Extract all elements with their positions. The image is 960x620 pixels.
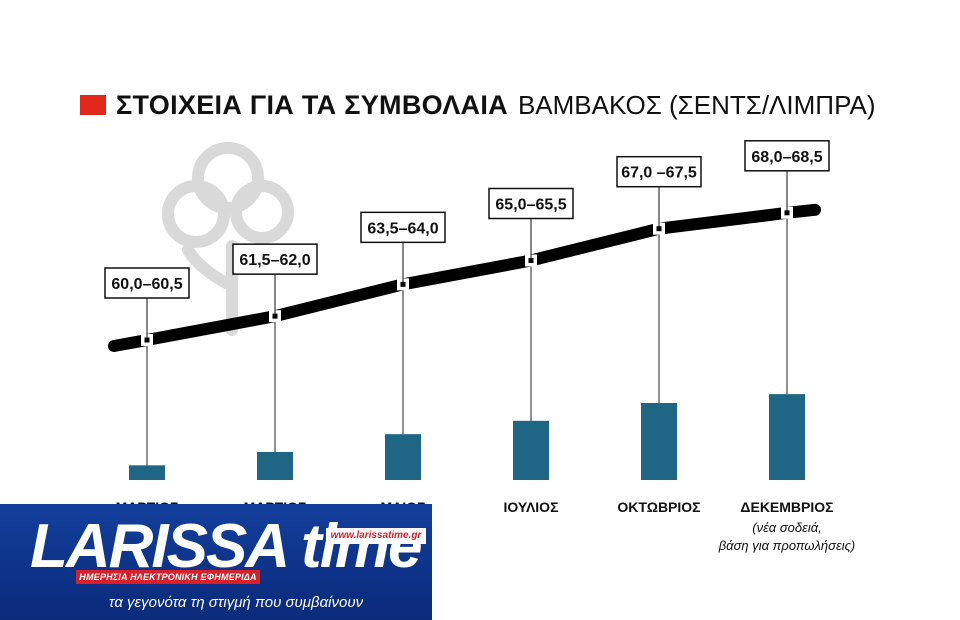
x-tick-label: ΙΟΥΛΙΟΣ bbox=[504, 499, 559, 515]
data-label: 65,0–65,5 bbox=[495, 197, 566, 214]
chart-title: ΣΤΟΙΧΕΙΑ ΓΙΑ ΤΑ ΣΥΜΒΟΛΑΙΑ ΒΑΜΒΑΚΟΣ (ΣΕΝΤ… bbox=[80, 88, 876, 122]
series-line bbox=[108, 203, 821, 352]
data-label-box bbox=[616, 155, 702, 188]
data-label: 60,0–60,5 bbox=[111, 276, 182, 293]
data-label: 61,5–62,0 bbox=[239, 252, 310, 269]
bar bbox=[257, 451, 293, 480]
brand-banner: LARISSA time bbox=[0, 504, 432, 620]
data-label: 67,0 –67,5 bbox=[621, 165, 697, 182]
data-label-box bbox=[744, 140, 830, 172]
x-tick-label: ΔΕΚΕΜΒΡΙΟΣ bbox=[740, 499, 833, 515]
data-label: 68,0–68,5 bbox=[751, 149, 822, 166]
data-label: 63,5–64,0 bbox=[367, 220, 438, 237]
x-tick-note: (νέα σοδειά, bbox=[752, 520, 822, 535]
data-label-box bbox=[360, 211, 446, 244]
bar bbox=[513, 420, 549, 480]
x-tick-label: ΟΚΤΩΒΡΙΟΣ bbox=[617, 499, 700, 515]
brand-logo: LARISSA time bbox=[30, 512, 423, 581]
bar bbox=[385, 434, 421, 480]
x-tick-note: βάση για προπωλήσεις) bbox=[718, 538, 855, 553]
bar bbox=[129, 465, 165, 480]
title-regular: ΒΑΜΒΑΚΟΣ (ΣΕΝΤΣ/ΛΙΜΠΡΑ) bbox=[517, 89, 876, 120]
title-marker bbox=[80, 95, 106, 115]
title-bold: ΣΤΟΙΧΕΙΑ ΓΙΑ ΤΑ ΣΥΜΒΟΛΑΙΑ bbox=[116, 89, 508, 120]
brand-slogan: τα γεγονότα τη στιγμή που συμβαίνουν bbox=[108, 594, 364, 611]
cotton-plant-icon bbox=[162, 142, 294, 336]
data-label-box bbox=[232, 243, 318, 275]
brand-url[interactable]: www.larissatime.gr bbox=[326, 528, 426, 544]
bar bbox=[641, 403, 677, 480]
brand-tagline-strip: ΗΜΕΡΗΣΙΑ ΗΛΕΚΤΡΟΝΙΚΗ ΕΦΗΜΕΡΙΔΑ bbox=[76, 570, 260, 584]
bar bbox=[769, 394, 805, 480]
